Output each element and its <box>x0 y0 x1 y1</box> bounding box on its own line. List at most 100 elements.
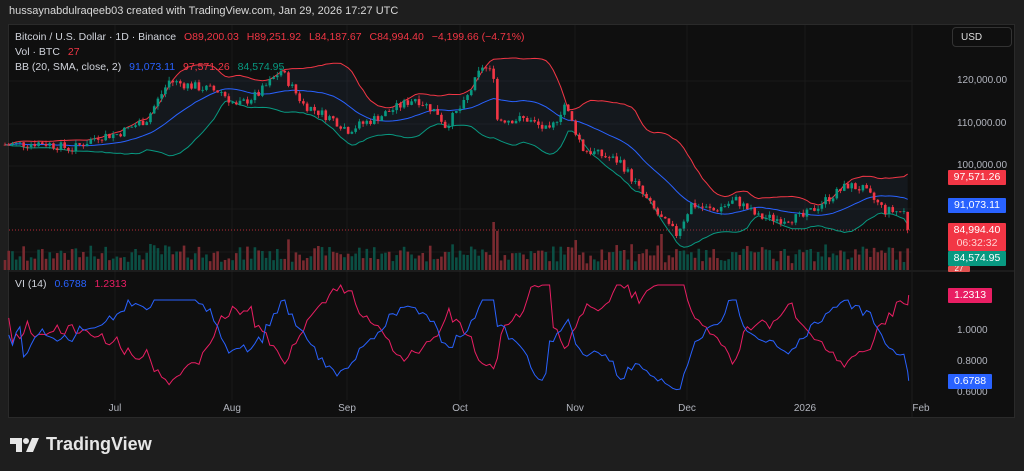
volume-bar <box>891 247 895 270</box>
candle-body <box>842 183 846 191</box>
volume-label[interactable]: Vol · BTC <box>15 46 60 58</box>
candle-body <box>589 151 592 155</box>
candle-body <box>313 106 316 111</box>
volume-bar <box>290 261 294 270</box>
volume-bar <box>182 245 186 270</box>
volume-bar <box>660 234 663 270</box>
volume-bar <box>339 254 342 270</box>
vi-tick: 0.6000 <box>957 387 988 398</box>
candle-body <box>469 90 473 96</box>
volume-bar <box>593 259 596 270</box>
volume-bar <box>343 257 346 270</box>
candle-body <box>533 120 536 122</box>
volume-bar <box>846 259 850 270</box>
candle-body <box>22 142 25 147</box>
currency-button[interactable]: USD <box>952 27 1012 47</box>
volume-bar <box>238 247 242 270</box>
volume-bar <box>440 256 443 270</box>
volume-bar <box>220 261 223 270</box>
candle-body <box>745 203 749 210</box>
candle-body <box>503 120 507 123</box>
symbol-title[interactable]: Bitcoin / U.S. Dollar · 1D · Binance <box>15 31 177 43</box>
legend-symbol-row: Bitcoin / U.S. Dollar · 1D · Binance O89… <box>15 31 530 43</box>
candle-body <box>764 217 768 219</box>
volume-bar <box>731 252 734 270</box>
volume-bar <box>604 260 607 270</box>
candle-body <box>704 206 708 208</box>
volume-bar <box>898 251 902 270</box>
candle-body <box>555 121 559 123</box>
candle-body <box>335 118 339 127</box>
volume-bar <box>287 239 290 270</box>
candle-body <box>67 147 70 151</box>
volume-bar <box>693 257 697 270</box>
volume-bar <box>305 258 309 270</box>
candle-body <box>369 120 372 124</box>
chart-frame[interactable] <box>8 24 1015 418</box>
volume-bar <box>764 249 768 270</box>
candle-body <box>570 111 574 121</box>
candle-body <box>134 125 137 127</box>
vi-minus-value: 1.2313 <box>94 278 127 290</box>
candle-body <box>432 108 436 112</box>
bollinger-lower-line <box>4 99 909 248</box>
volume-bar <box>772 258 775 270</box>
volume-bar <box>716 258 719 270</box>
volume-bar <box>190 259 193 270</box>
candle-body <box>123 127 126 137</box>
volume-bar <box>488 254 492 270</box>
tradingview-logo[interactable]: TradingView <box>10 434 152 455</box>
volume-bar <box>663 262 667 270</box>
volume-bar <box>589 255 592 270</box>
candle-body <box>384 111 387 117</box>
candle-body <box>33 144 37 147</box>
vi-label[interactable]: VI (14) <box>15 278 47 290</box>
volume-bar <box>350 256 354 270</box>
volume-bar <box>540 250 544 270</box>
volume-bar <box>831 253 835 270</box>
volume-bar <box>787 255 790 270</box>
volume-bar <box>727 259 730 270</box>
tradingview-logo-icon <box>10 437 39 452</box>
volume-bar <box>507 259 510 270</box>
candle-body <box>574 120 577 135</box>
volume-bar <box>216 251 219 270</box>
volume-bar <box>134 248 137 270</box>
candle-body <box>227 96 231 103</box>
bollinger-fill <box>5 58 908 248</box>
candle-body <box>652 200 656 209</box>
candle-body <box>828 197 831 202</box>
candle-body <box>145 122 149 126</box>
candle-body <box>663 216 667 219</box>
candle-body <box>566 104 570 112</box>
candle-body <box>391 110 395 112</box>
candle-body <box>380 116 384 121</box>
volume-bar <box>701 261 704 270</box>
volume-bar <box>283 258 287 270</box>
volume-bar <box>626 259 630 270</box>
candle-body <box>731 200 734 204</box>
volume-bar <box>365 248 369 270</box>
candle-body <box>149 113 152 123</box>
bb-upper-tag: 97,571.26 <box>948 170 1006 185</box>
candle-body <box>126 127 130 129</box>
candle-body <box>290 84 294 86</box>
candle-body <box>458 108 462 111</box>
volume-bar <box>380 253 384 270</box>
candle-body <box>89 139 93 144</box>
volume-bar <box>469 246 473 270</box>
bb-label[interactable]: BB (20, SMA, close, 2) <box>15 61 122 73</box>
candle-body <box>861 185 865 191</box>
time-tick: Dec <box>678 403 696 414</box>
volume-value: 27 <box>67 46 80 58</box>
candle-body <box>648 198 652 201</box>
time-tick: Sep <box>338 403 356 414</box>
candle-body <box>350 131 354 134</box>
candle-body <box>376 116 380 121</box>
candle-body <box>607 157 611 159</box>
candle-body <box>268 79 272 86</box>
candle-body <box>406 100 410 105</box>
candle-body <box>563 104 566 115</box>
volume-bar <box>678 250 682 270</box>
